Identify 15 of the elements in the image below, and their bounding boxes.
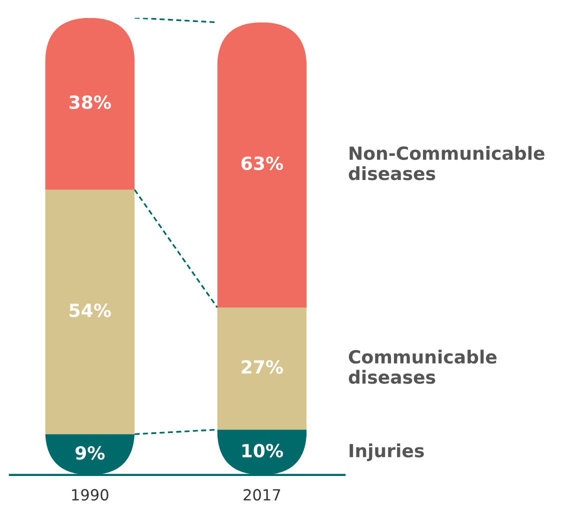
x-tick-label: 1990 xyxy=(72,489,108,501)
data-label: 27% xyxy=(242,360,283,374)
bar xyxy=(217,22,307,308)
data-label: 38% xyxy=(70,95,111,110)
text: Non-Communicable diseases xyxy=(348,146,544,180)
x-tick-label: 2017 xyxy=(244,489,280,501)
text: Injuries xyxy=(350,443,424,462)
data-label: 63% xyxy=(241,156,283,170)
data-label: 9% xyxy=(76,446,105,460)
bar xyxy=(45,190,135,434)
bar xyxy=(45,18,135,190)
bar xyxy=(217,307,307,430)
data-label: 10% xyxy=(242,444,283,458)
text: Communicable diseases xyxy=(348,350,497,384)
data-label: 54% xyxy=(70,304,111,318)
